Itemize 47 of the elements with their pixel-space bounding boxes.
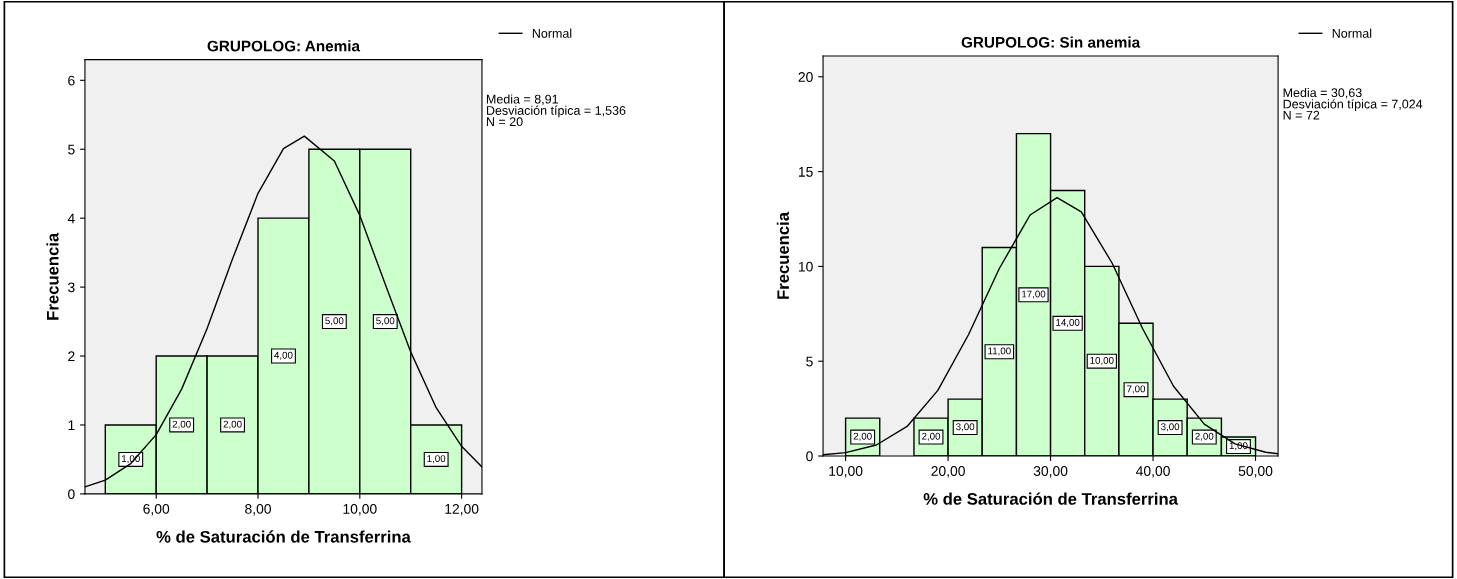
data-label: 2,00 (922, 432, 941, 441)
data-label: 2,00 (853, 432, 872, 441)
legend-label: Normal (1332, 28, 1372, 38)
x-axis-title: % de Saturación de Transferrina (156, 530, 411, 543)
data-label: 17,00 (1022, 290, 1046, 299)
chart-title: GRUPOLOG: Anemia (207, 40, 361, 52)
data-label: 3,00 (1161, 423, 1180, 432)
data-label: 11,00 (988, 347, 1011, 356)
data-label: 10,00 (1090, 356, 1114, 365)
y-tick-label: 10 (798, 261, 813, 272)
x-tick-label: 12,00 (445, 503, 479, 516)
x-tick-label: 6,00 (143, 503, 170, 516)
y-axis-title: Frecuencia (46, 232, 59, 320)
x-tick-label: 50,00 (1238, 466, 1273, 478)
x-tick-label: 10,00 (829, 466, 863, 478)
chart-title: GRUPOLOG: Sin anemia (961, 36, 1141, 48)
data-label: 2,00 (223, 420, 242, 429)
y-tick-label: 5 (68, 144, 75, 155)
y-tick-label: 20 (798, 72, 813, 82)
y-tick-label: 2 (68, 351, 75, 362)
x-tick-label: 30,00 (1033, 466, 1068, 478)
x-tick-label: 8,00 (245, 503, 271, 516)
data-label: 4,00 (274, 351, 293, 360)
y-tick-label: 3 (68, 282, 75, 293)
y-tick-label: 6 (68, 75, 75, 86)
y-tick-label: 0 (68, 489, 75, 500)
x-tick-label: 10,00 (343, 503, 377, 516)
data-label: 5,00 (376, 317, 395, 326)
y-axis-title: Frecuencia (776, 211, 790, 299)
data-label: 7,00 (1127, 385, 1146, 394)
text: Media = 30,63 Desviación típica = 7,024 N = 72 (1283, 87, 1423, 120)
x-axis-title: % de Saturación de Transferrina (923, 492, 1179, 505)
y-tick-label: 1 (68, 420, 75, 430)
y-tick-label: 4 (67, 213, 75, 224)
legend-label: Normal (532, 28, 572, 38)
data-label: 2,00 (1195, 432, 1214, 441)
text: Media = 8,91 Desviación típica = 1,536 N = 20 (486, 94, 626, 127)
y-tick-label: 5 (806, 356, 813, 367)
data-label: 3,00 (956, 423, 975, 432)
x-tick-label: 40,00 (1135, 466, 1170, 478)
data-label: 14,00 (1056, 319, 1080, 328)
data-label: 2,00 (172, 420, 191, 429)
y-tick-label: 15 (798, 167, 813, 177)
data-label: 1,00 (427, 455, 446, 464)
data-label: 5,00 (325, 317, 344, 326)
y-tick-label: 0 (806, 451, 813, 462)
x-tick-label: 20,00 (931, 466, 965, 478)
